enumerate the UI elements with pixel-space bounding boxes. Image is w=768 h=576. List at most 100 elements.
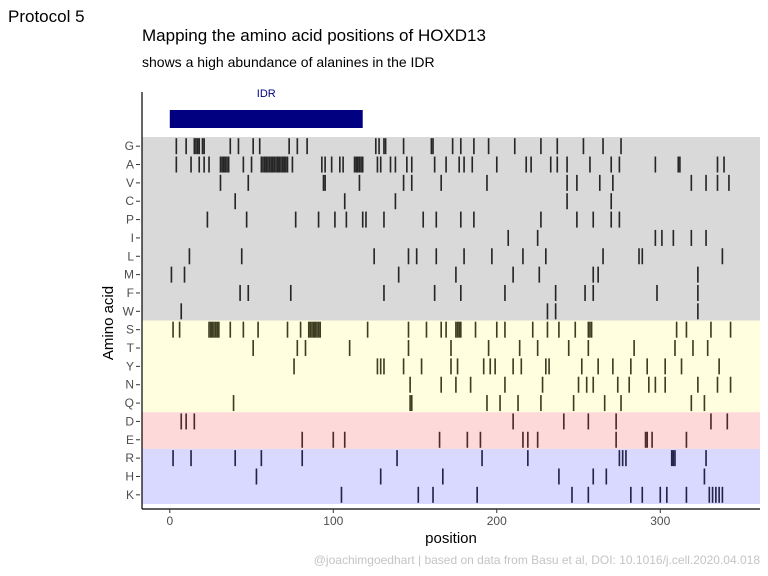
residue-tick-K bbox=[587, 486, 590, 503]
residue-tick-I bbox=[661, 229, 663, 246]
residue-tick-G bbox=[451, 138, 454, 155]
residue-tick-G bbox=[430, 138, 433, 155]
residue-tick-S bbox=[589, 321, 591, 338]
residue-tick-S bbox=[309, 321, 312, 338]
residue-tick-R bbox=[618, 450, 621, 467]
residue-tick-Q bbox=[572, 395, 575, 412]
residue-tick-G bbox=[384, 138, 387, 155]
residue-tick-M bbox=[592, 266, 595, 283]
residue-tick-D bbox=[562, 413, 565, 430]
residue-tick-S bbox=[440, 321, 443, 338]
y-tick-label: N bbox=[125, 378, 134, 392]
residue-tick-P bbox=[540, 211, 542, 228]
residue-tick-A bbox=[281, 156, 284, 173]
residue-tick-A bbox=[275, 156, 277, 173]
residue-tick-L bbox=[188, 248, 191, 265]
residue-tick-P bbox=[294, 211, 297, 228]
y-tick-label: R bbox=[125, 451, 134, 465]
residue-tick-A bbox=[221, 156, 223, 173]
residue-tick-A bbox=[716, 156, 719, 173]
residue-tick-M bbox=[597, 266, 599, 283]
residue-tick-Y bbox=[680, 358, 683, 375]
y-tick-label: P bbox=[126, 213, 134, 227]
residue-tick-S bbox=[216, 321, 219, 338]
residue-tick-Y bbox=[383, 358, 385, 375]
residue-tick-V bbox=[705, 174, 707, 191]
residue-tick-F bbox=[383, 284, 385, 301]
residue-tick-K bbox=[659, 486, 662, 503]
residue-tick-V bbox=[324, 174, 326, 191]
residue-tick-L bbox=[435, 248, 438, 265]
residue-tick-R bbox=[396, 450, 398, 467]
residue-tick-K bbox=[665, 486, 668, 503]
residue-tick-Q bbox=[410, 395, 413, 412]
residue-tick-A bbox=[330, 156, 333, 173]
residue-tick-A bbox=[263, 156, 266, 173]
residue-tick-I bbox=[672, 229, 675, 246]
residue-tick-G bbox=[193, 138, 196, 155]
residue-tick-A bbox=[276, 156, 279, 173]
residue-tick-T bbox=[587, 340, 590, 357]
residue-tick-L bbox=[415, 248, 418, 265]
residue-tick-S bbox=[257, 321, 259, 338]
residue-tick-S bbox=[213, 321, 215, 338]
residue-tick-L bbox=[545, 248, 547, 265]
residue-tick-K bbox=[711, 486, 714, 503]
residue-tick-A bbox=[471, 156, 474, 173]
residue-tick-S bbox=[314, 321, 317, 338]
group-band bbox=[142, 412, 760, 449]
residue-tick-S bbox=[407, 321, 410, 338]
residue-tick-M bbox=[170, 266, 173, 283]
residue-tick-Q bbox=[499, 395, 501, 412]
residue-tick-A bbox=[283, 156, 286, 173]
residue-tick-Q bbox=[690, 395, 693, 412]
residue-tick-A bbox=[723, 156, 725, 173]
residue-tick-N bbox=[541, 376, 544, 393]
residue-tick-W bbox=[180, 303, 183, 320]
residue-tick-A bbox=[208, 156, 210, 173]
residue-tick-G bbox=[229, 138, 232, 155]
residue-tick-K bbox=[685, 486, 688, 503]
residue-tick-S bbox=[316, 321, 318, 338]
residue-tick-S bbox=[590, 321, 593, 338]
residue-tick-C bbox=[566, 193, 568, 210]
residue-tick-G bbox=[306, 138, 308, 155]
residue-tick-Y bbox=[376, 358, 379, 375]
residue-tick-L bbox=[407, 248, 410, 265]
y-tick-label: F bbox=[127, 286, 134, 300]
residue-tick-D bbox=[587, 413, 590, 430]
residue-tick-Y bbox=[293, 358, 295, 375]
residue-tick-G bbox=[288, 138, 290, 155]
residue-tick-N bbox=[648, 376, 650, 393]
residue-tick-G bbox=[195, 138, 197, 155]
residue-tick-R bbox=[172, 450, 174, 467]
chart-title: Mapping the amino acid positions of HOXD… bbox=[142, 26, 486, 45]
residue-tick-V bbox=[716, 174, 719, 191]
residue-tick-A bbox=[324, 156, 326, 173]
residue-tick-G bbox=[556, 138, 559, 155]
residue-tick-K bbox=[708, 486, 711, 503]
residue-tick-A bbox=[267, 156, 269, 173]
residue-tick-P bbox=[576, 211, 578, 228]
residue-tick-P bbox=[473, 211, 475, 228]
residue-tick-A bbox=[224, 156, 227, 173]
residue-tick-I bbox=[705, 229, 707, 246]
residue-tick-N bbox=[592, 376, 595, 393]
residue-tick-G bbox=[196, 138, 199, 155]
y-tick-label: H bbox=[125, 469, 134, 483]
residue-tick-I bbox=[536, 229, 539, 246]
residue-tick-G bbox=[473, 138, 475, 155]
residue-tick-E bbox=[479, 431, 482, 448]
residue-tick-S bbox=[495, 321, 498, 338]
residue-tick-N bbox=[577, 376, 580, 393]
residue-tick-R bbox=[301, 450, 304, 467]
residue-tick-N bbox=[697, 376, 699, 393]
residue-tick-P bbox=[334, 211, 336, 228]
residue-tick-E bbox=[651, 431, 653, 448]
residue-tick-A bbox=[270, 156, 272, 173]
group-band bbox=[142, 137, 760, 321]
residue-tick-Y bbox=[489, 358, 492, 375]
residue-tick-A bbox=[190, 156, 192, 173]
residue-tick-F bbox=[459, 284, 462, 301]
